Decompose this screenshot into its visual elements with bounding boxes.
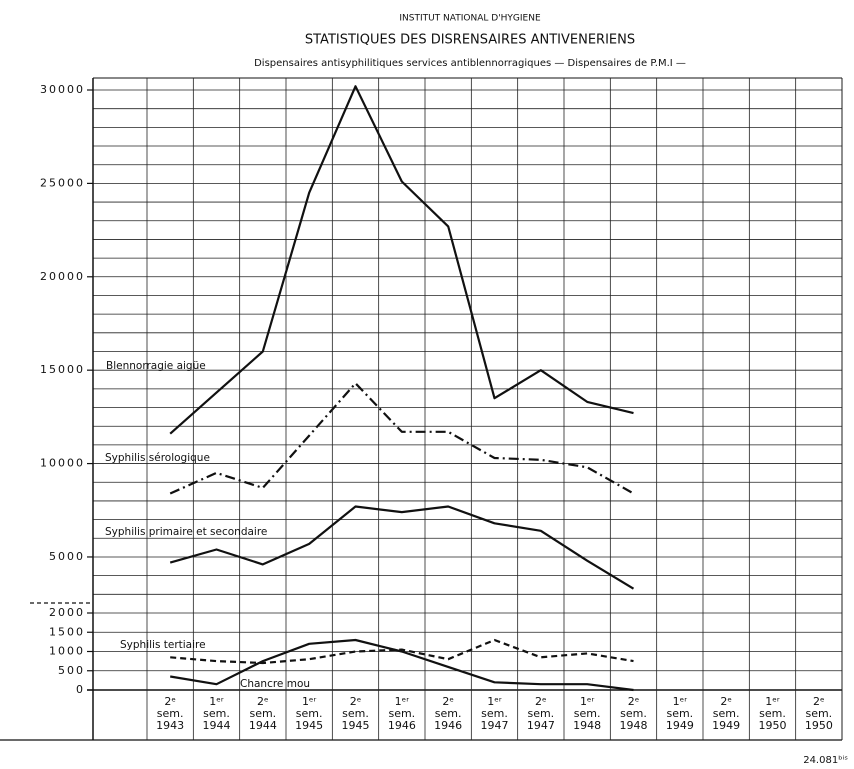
chart-subtitle: Dispensaires antisyphilitiques services … [254,58,686,69]
y-tick-label: 15000 [40,363,85,376]
series-label: Syphilis primaire et secondaire [105,526,267,538]
y-tick-label: 5000 [49,550,85,563]
y-tick-label: 2000 [49,606,85,619]
x-tick-label: 1ᵉʳ sem. 1950 [758,695,787,732]
chart-title: STATISTIQUES DES DISRENSAIRES ANTIVENERI… [305,33,635,48]
y-tick-label: 500 [58,664,85,677]
chart-supertitle: INSTITUT NATIONAL D'HYGIENE [399,14,541,24]
series-label: Blennorragie aigüe [106,360,206,372]
y-tick-label: 30000 [40,83,85,96]
x-tick-label: 1ᵉʳ sem. 1944 [202,695,231,732]
x-tick-label: 2ᵉ sem. 1943 [156,695,185,732]
x-tick-label: 1ᵉʳ sem. 1947 [480,695,509,732]
series-line [169,505,635,590]
x-tick-label: 2ᵉ sem. 1949 [712,695,741,732]
x-tick-label: 2ᵉ sem. 1945 [341,695,370,732]
x-tick-label: 1ᵉʳ sem. 1948 [573,695,602,732]
y-tick-label: 20000 [40,270,85,283]
series-line [169,85,634,435]
y-tick-label: 1000 [49,645,85,658]
series-line [170,638,634,692]
series-label: Syphilis sérologique [105,452,210,464]
y-tick-label: 0 [76,683,85,696]
series-label: Chancre mou [240,678,310,690]
series-label: Syphilis tertiaire [120,639,206,651]
x-tick-label: 2ᵉ sem. 1950 [804,695,833,732]
x-tick-label: 2ᵉ sem. 1947 [526,695,555,732]
y-tick-label: 10000 [40,457,85,470]
x-tick-label: 2ᵉ sem. 1944 [248,695,277,732]
y-tick-label: 25000 [40,176,85,189]
x-tick-label: 2ᵉ sem. 1948 [619,695,648,732]
x-tick-label: 2ᵉ sem. 1946 [434,695,463,732]
series-line [169,382,635,495]
x-tick-label: 1ᵉʳ sem. 1945 [295,695,324,732]
y-tick-label: 1500 [49,625,85,638]
reference: 24.081ᵇⁱˢ [803,755,848,766]
x-tick-label: 1ᵉʳ sem. 1946 [387,695,416,732]
series-line [170,638,634,665]
x-tick-label: 1ᵉʳ sem. 1949 [665,695,694,732]
